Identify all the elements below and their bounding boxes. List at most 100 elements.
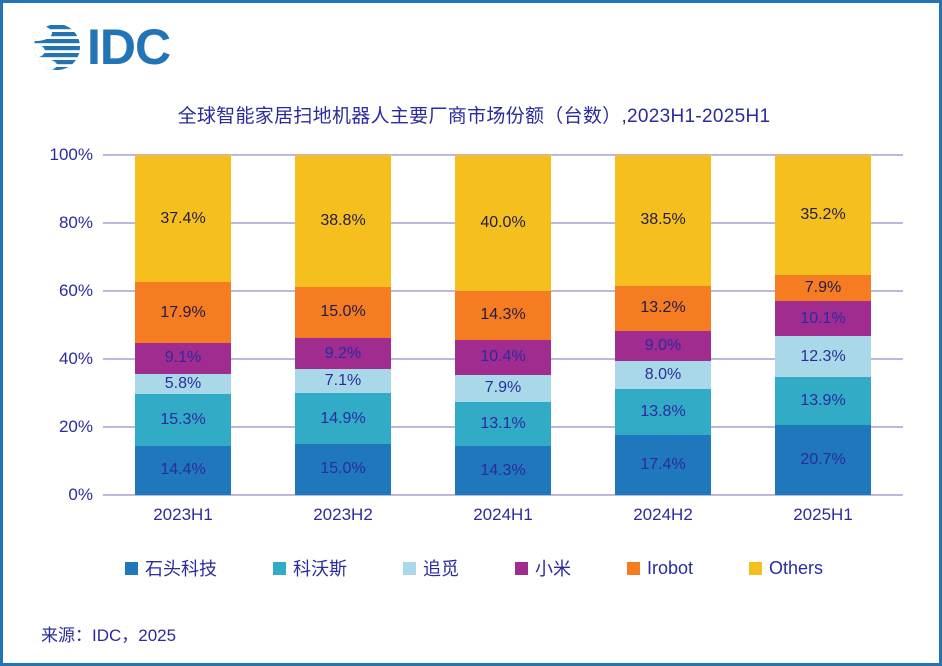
bar-segment-label: 37.4% — [160, 209, 206, 227]
bar-segment-label: 14.9% — [320, 409, 366, 427]
bar-segment[interactable]: 17.4% — [615, 435, 711, 495]
legend-item[interactable]: Others — [749, 558, 823, 579]
y-axis-tick-label: 80% — [58, 213, 93, 232]
bar-segment-label: 38.5% — [640, 211, 686, 229]
bar-segment[interactable]: 13.1% — [455, 401, 551, 447]
bar-segment[interactable]: 37.4% — [135, 155, 231, 283]
y-axis-tick-label: 20% — [58, 417, 93, 436]
bar-2024H2[interactable]: 38.5% 13.2% 9.0% 8.0% 13.8% 17.4% — [615, 155, 711, 495]
bar-segment[interactable]: 5.8% — [135, 373, 231, 394]
bar-segment[interactable]: 15.0% — [295, 286, 391, 338]
bar-segment[interactable]: 9.2% — [295, 337, 391, 370]
y-axis-tick-label: 40% — [58, 349, 93, 368]
legend-swatch — [124, 561, 138, 575]
bar-segment-label: 15.3% — [160, 410, 206, 428]
x-axis-tick-label: 2024H2 — [633, 505, 693, 524]
bar-segment[interactable]: 38.8% — [295, 155, 391, 287]
bar-segment[interactable]: 17.9% — [135, 282, 231, 344]
bar-2023H1[interactable]: 37.4% 17.9% 9.1% 5.8% 15.3% 14.4% — [135, 155, 231, 495]
bar-segment-label: 38.8% — [320, 211, 366, 229]
bar-segment-label: 7.9% — [804, 278, 842, 296]
source-note: 来源：IDC，2025 — [41, 626, 177, 645]
bar-segment-label: 35.2% — [800, 205, 846, 223]
bar-2024H1[interactable]: 40.0% 14.3% 10.4% 7.9% 13.1% 14.3% — [455, 155, 551, 495]
bar-segment[interactable]: 7.9% — [775, 274, 871, 302]
bar-segment[interactable]: 35.2% — [775, 155, 871, 275]
bar-segment[interactable]: 7.1% — [295, 369, 391, 394]
legend-label: 石头科技 — [144, 559, 217, 579]
bar-segment[interactable]: 20.7% — [775, 424, 871, 495]
legend-swatch — [514, 561, 528, 575]
legend-label: 小米 — [534, 559, 571, 579]
bar-2023H2[interactable]: 38.8% 15.0% 9.2% 7.1% 14.9% 15.0% — [295, 155, 391, 495]
legend-label: Irobot — [646, 557, 693, 578]
bar-segment[interactable]: 10.4% — [455, 339, 551, 375]
x-axis-tick-label: 2023H2 — [313, 505, 373, 524]
bar-segment[interactable]: 8.0% — [615, 361, 711, 389]
bar-segment-label: 10.1% — [800, 309, 846, 327]
plot-area: 37.4% 17.9% 9.1% 5.8% 15.3% 14.4% 38.8% 15.0% 9.… — [103, 154, 903, 496]
stacked-bar-chart: 37.4% 17.9% 9.1% 5.8% 15.3% 14.4% 38.8% 15.0% 9.… — [3, 143, 939, 524]
bar-segment-label: 17.9% — [160, 303, 206, 321]
bar-segment[interactable]: 12.3% — [775, 335, 871, 378]
legend-swatch — [749, 561, 762, 575]
bar-segment-label: 8.0% — [644, 365, 682, 383]
bar-segment-label: 15.0% — [320, 303, 366, 321]
bar-segment-label: 40.0% — [480, 214, 526, 231]
bar-2025H1[interactable]: 35.2% 7.9% 10.1% 12.3% 13.9% 20.7% — [775, 155, 871, 495]
bar-segment[interactable]: 40.0% — [455, 155, 551, 291]
bar-segment[interactable]: 7.9% — [455, 374, 551, 402]
bar-segment[interactable]: 9.0% — [615, 330, 711, 362]
x-axis-tick-label: 2023H1 — [153, 505, 213, 524]
bar-segment-label: 7.9% — [484, 379, 522, 397]
bar-segment-label: 9.1% — [164, 349, 202, 367]
bar-segment[interactable]: 14.9% — [295, 393, 391, 444]
legend-label: 追觅 — [422, 559, 459, 579]
legend-swatch — [272, 561, 286, 575]
bar-segment[interactable]: 38.5% — [615, 155, 711, 286]
bar-segment[interactable]: 10.1% — [775, 301, 871, 336]
legend-item[interactable]: 科沃斯 — [272, 555, 347, 581]
globe-icon — [34, 25, 80, 70]
bar-segment[interactable]: 13.8% — [615, 388, 711, 436]
y-axis-tick-label: 60% — [58, 281, 93, 300]
bar-segment[interactable]: 13.9% — [775, 377, 871, 425]
legend-label: 科沃斯 — [292, 559, 347, 579]
bar-segment-label: 17.4% — [640, 456, 686, 474]
bar-segment[interactable]: 13.2% — [615, 285, 711, 331]
page-title: 全球智能家居扫地机器人主要厂商市场份额（台数）,2023H1-2025H1 — [177, 106, 771, 127]
bar-segment-label: 7.1% — [324, 372, 362, 390]
legend-swatch — [626, 561, 640, 575]
bar-segment-label: 14.3% — [480, 461, 526, 479]
legend-item[interactable]: 小米 — [514, 555, 571, 581]
bar-segment[interactable]: 14.3% — [455, 446, 551, 495]
bar-segment[interactable]: 9.1% — [135, 343, 231, 374]
bar-segment-label: 14.3% — [480, 306, 526, 324]
bar-segment-label: 5.8% — [164, 374, 202, 392]
chart-legend: 石头科技 科沃斯 追觅 小米 Irobot Others — [3, 555, 939, 581]
idc-logo: IDC — [31, 19, 171, 75]
bar-segment[interactable]: 15.3% — [135, 393, 231, 446]
bar-segment[interactable]: 14.4% — [135, 445, 231, 495]
bar-segment-label: 9.2% — [324, 344, 362, 362]
legend-item[interactable]: 追觅 — [402, 555, 459, 581]
bar-segment-label: 14.4% — [160, 461, 206, 479]
legend-item[interactable]: Irobot — [626, 557, 693, 579]
bar-segment[interactable]: 14.3% — [455, 291, 551, 340]
bar-segment-label: 15.0% — [320, 460, 366, 478]
bar-segment-label: 13.8% — [640, 403, 686, 420]
bar-segment[interactable]: 15.0% — [295, 443, 391, 495]
bar-segment-label: 20.7% — [800, 450, 846, 468]
x-axis-tick-label: 2024H1 — [473, 505, 533, 524]
bar-segment-label: 9.0% — [644, 337, 682, 355]
legend-item[interactable]: 石头科技 — [124, 555, 217, 581]
gridline — [103, 494, 903, 496]
bar-segment-label: 13.9% — [800, 392, 846, 410]
y-axis-tick-label: 0% — [68, 485, 93, 504]
bar-segment-label: 12.3% — [800, 347, 846, 365]
logo-wordmark: IDC — [87, 19, 171, 75]
legend-swatch — [402, 561, 416, 575]
bar-segment-label: 13.2% — [640, 299, 686, 317]
legend-label: Others — [769, 557, 824, 578]
